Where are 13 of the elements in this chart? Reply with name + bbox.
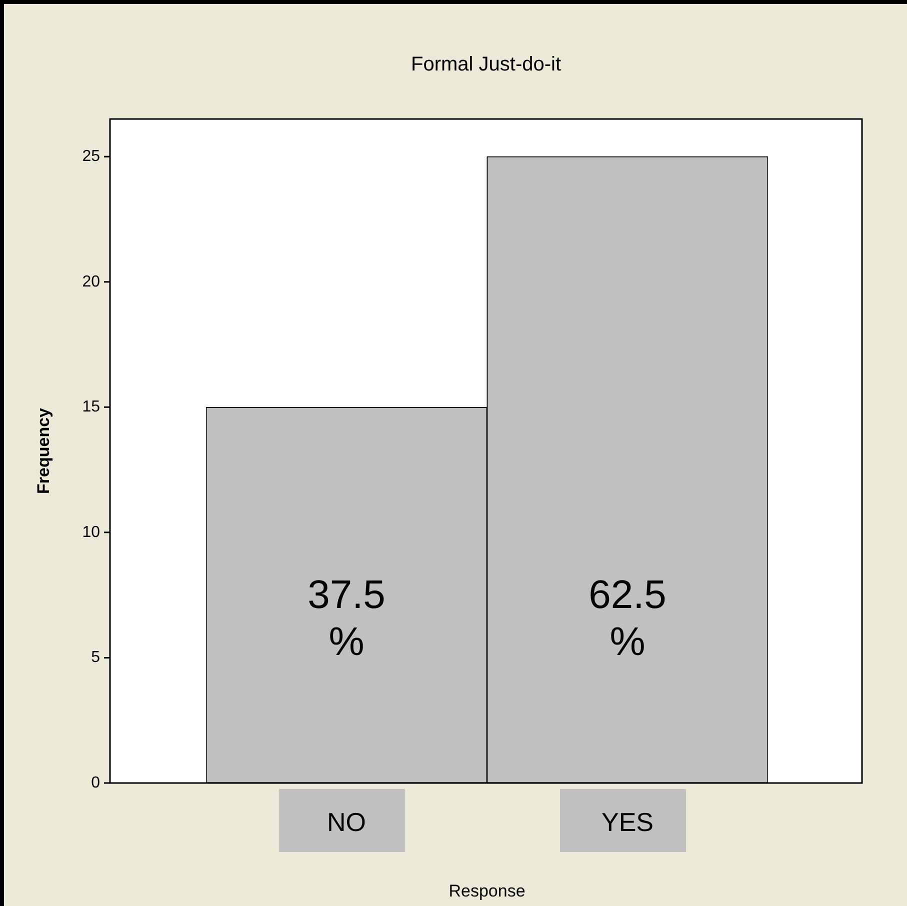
y-tick-label: 5 bbox=[91, 649, 100, 666]
x-tick-label: NO bbox=[327, 806, 366, 837]
y-axis-title: Frequency bbox=[34, 407, 53, 494]
annotation: 37.5 % bbox=[308, 572, 386, 664]
y-tick-label: 20 bbox=[82, 273, 100, 290]
y-tick-label: 0 bbox=[91, 774, 100, 792]
annotation: 62.5 % bbox=[588, 572, 666, 664]
x-axis-title: Response bbox=[448, 881, 526, 900]
x-tick-label: YES bbox=[601, 806, 654, 837]
y-tick-label: 25 bbox=[82, 148, 100, 165]
y-tick-label: 15 bbox=[82, 398, 100, 416]
y-tick-label: 10 bbox=[82, 524, 100, 541]
chart-title: Formal Just-do-it bbox=[410, 54, 562, 76]
